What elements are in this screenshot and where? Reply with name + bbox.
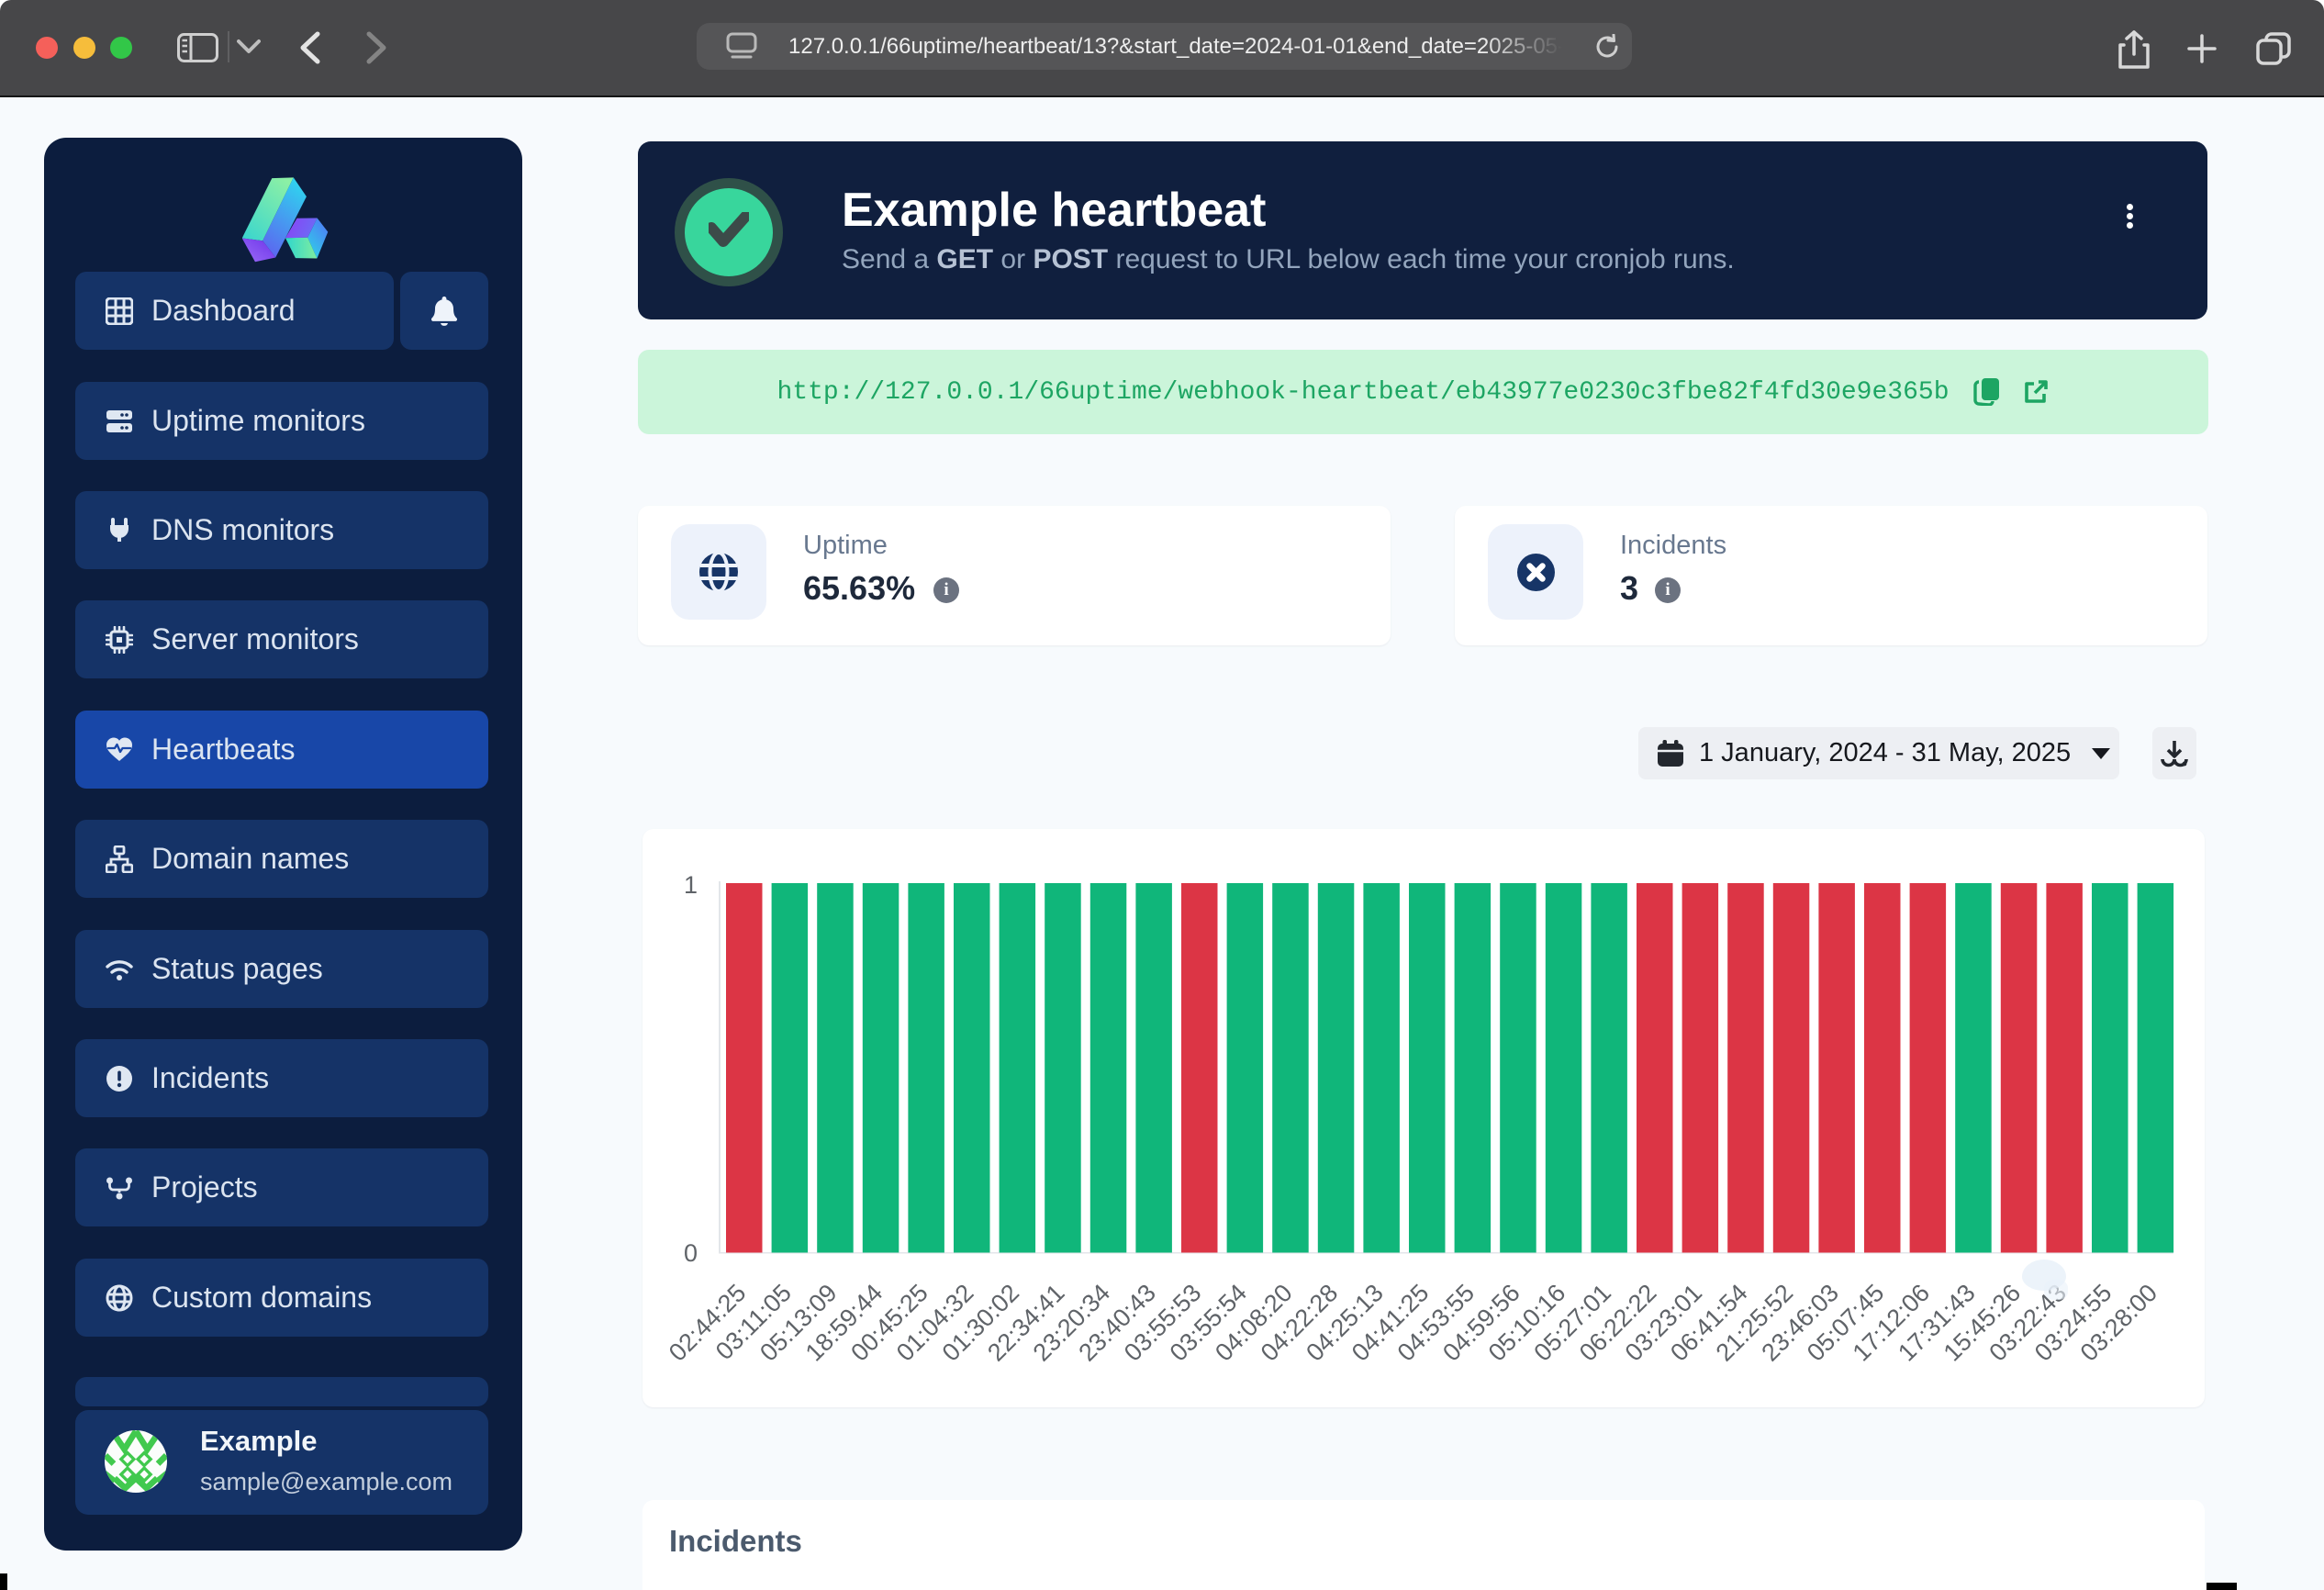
svg-text:1: 1: [684, 871, 698, 899]
svg-text:0: 0: [684, 1239, 698, 1267]
